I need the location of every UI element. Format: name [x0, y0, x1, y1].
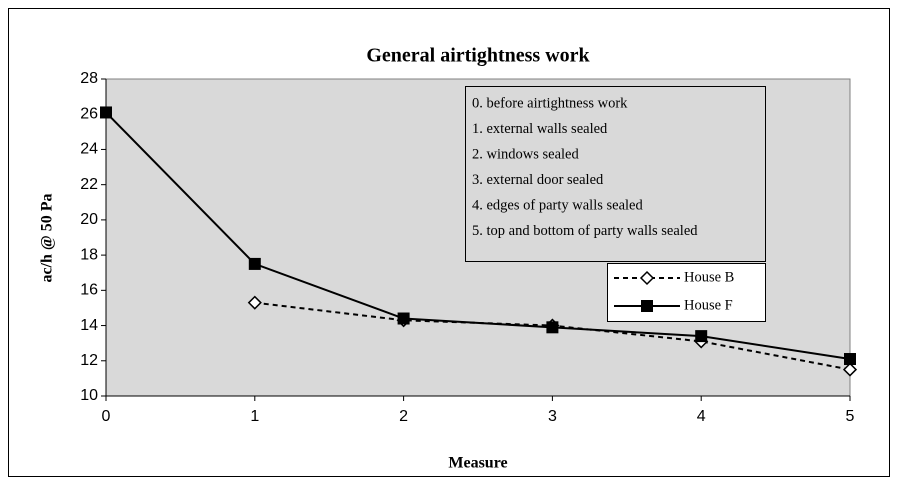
y-tick-label: 22 — [80, 176, 98, 193]
x-axis-label: Measure — [448, 455, 507, 472]
annotation: 4. edges of party walls sealed — [472, 197, 643, 213]
legend — [607, 263, 766, 322]
y-tick-label: 14 — [80, 317, 98, 334]
annotation: 2. windows sealed — [472, 146, 579, 162]
legend-marker — [641, 300, 653, 312]
point — [844, 353, 856, 366]
y-tick-label: 18 — [80, 246, 98, 263]
point — [100, 106, 112, 119]
annotation: 1. external walls sealed — [472, 121, 608, 137]
annotation: 0. before airtightness work — [472, 95, 628, 111]
y-tick-label: 24 — [80, 141, 98, 158]
legend-label: House F — [684, 297, 733, 313]
legend-marker — [639, 270, 655, 286]
annotation: 5. top and bottom of party walls sealed — [472, 223, 698, 239]
y-tick-label: 12 — [80, 352, 98, 369]
x-tick-label: 1 — [250, 408, 259, 425]
y-tick-label: 28 — [80, 70, 98, 87]
x-tick-label: 5 — [846, 408, 855, 425]
y-tick-label: 10 — [80, 387, 98, 404]
annotation-box — [465, 86, 766, 262]
annotation: 3. external door sealed — [472, 172, 604, 188]
point — [247, 295, 262, 310]
series-line — [105, 111, 851, 361]
y-tick-label: 20 — [80, 211, 98, 228]
point — [546, 321, 559, 334]
point — [397, 312, 410, 325]
point — [695, 330, 708, 343]
x-tick-label: 0 — [102, 408, 111, 425]
point — [248, 257, 261, 270]
y-tick-label: 16 — [80, 282, 98, 299]
point — [842, 362, 858, 377]
y-tick-label: 26 — [80, 105, 98, 122]
chart-title: General airtightness work — [366, 45, 590, 67]
y-axis-label: ac/h @ 50 Pa — [39, 193, 56, 282]
x-tick-label: 3 — [548, 408, 557, 425]
legend-label: House B — [684, 269, 734, 285]
x-tick-label: 2 — [399, 408, 408, 425]
x-tick-label: 4 — [697, 408, 706, 425]
